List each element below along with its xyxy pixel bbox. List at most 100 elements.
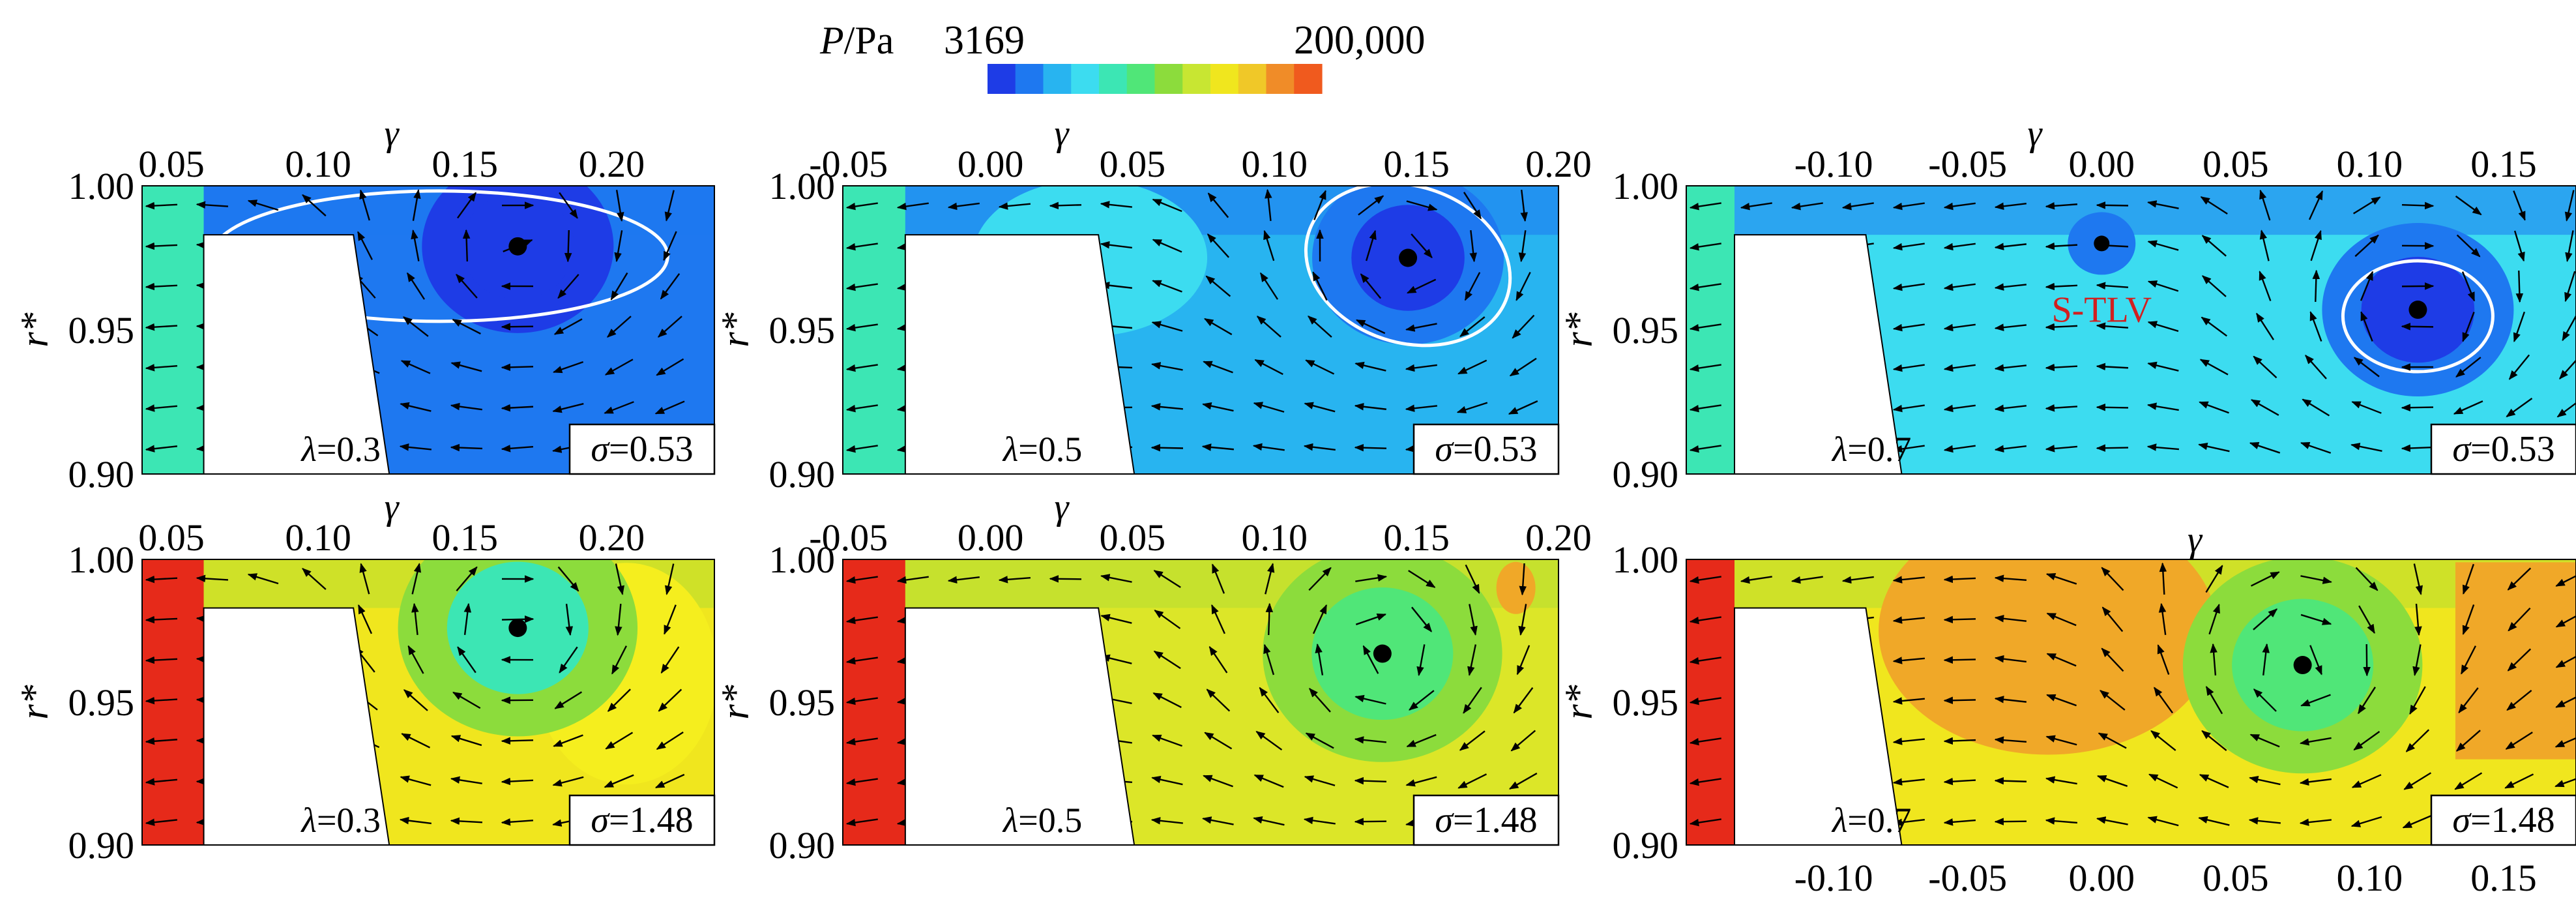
y-axis-label: r* — [13, 685, 56, 719]
velocity-arrow — [2045, 282, 2078, 291]
vortex-core — [2293, 656, 2312, 675]
velocity-arrow — [1943, 818, 1976, 826]
velocity-arrow — [2299, 778, 2332, 786]
velocity-arrow — [2453, 400, 2483, 415]
velocity-arrow — [2351, 774, 2382, 788]
velocity-arrow — [998, 778, 1031, 786]
velocity-arrow — [2250, 399, 2279, 416]
x-tick-label: 0.10 — [2337, 143, 2403, 185]
velocity-arrow — [247, 240, 279, 252]
velocity-arrow — [1791, 697, 1823, 705]
velocity-arrow — [2100, 690, 2126, 711]
velocity-arrow — [1150, 444, 1184, 452]
y-tick-label: 0.95 — [68, 309, 135, 351]
velocity-arrow — [2045, 735, 2077, 746]
velocity-arrow — [998, 404, 1031, 412]
colorbar-step — [1210, 64, 1239, 94]
tip-gap-band — [1734, 186, 2576, 235]
velocity-arrow — [1263, 644, 1275, 675]
velocity-arrow — [660, 646, 680, 674]
velocity-arrow — [2413, 563, 2423, 595]
velocity-arrow — [145, 737, 178, 745]
velocity-arrow — [1304, 402, 1336, 413]
velocity-arrow — [1265, 602, 1274, 636]
y-tick-label: 0.95 — [769, 681, 836, 724]
colorbar-step — [1126, 64, 1156, 94]
velocity-arrow — [1520, 190, 1528, 222]
x-tick-label: -0.05 — [1928, 857, 2007, 899]
velocity-arrow — [2554, 775, 2576, 788]
velocity-arrow — [247, 695, 279, 705]
velocity-arrow — [145, 282, 178, 291]
velocity-arrow — [845, 657, 878, 665]
velocity-arrow — [2455, 357, 2481, 378]
velocity-arrow — [1740, 445, 1772, 453]
velocity-arrow — [2253, 355, 2277, 379]
velocity-arrow — [605, 732, 634, 750]
velocity-arrow — [845, 404, 878, 413]
velocity-arrow — [552, 776, 584, 787]
velocity-arrow — [1354, 777, 1387, 785]
velocity-arrow — [1740, 243, 1772, 251]
velocity-arrow — [501, 737, 534, 745]
x-tick-label: 0.05 — [2203, 857, 2269, 899]
y-tick-label: 1.00 — [769, 165, 836, 207]
velocity-arrow — [2101, 606, 2124, 632]
velocity-arrow — [1203, 775, 1233, 788]
contour-panel: 1.00 0.95 0.90 r* -0.05 0.00 0.05 0.10 0.15 0.20 γ… — [714, 487, 1592, 866]
velocity-arrow — [407, 645, 424, 674]
velocity-arrow — [1259, 687, 1280, 713]
velocity-arrow — [1255, 730, 1283, 751]
velocity-arrow — [553, 318, 583, 335]
velocity-arrow — [2401, 282, 2435, 290]
velocity-arrow — [297, 402, 330, 411]
y-axis-label: r* — [714, 312, 757, 347]
velocity-arrow — [845, 737, 878, 746]
velocity-arrow — [501, 363, 534, 372]
x-tick-label: 0.05 — [138, 143, 205, 185]
velocity-arrow — [614, 230, 623, 263]
velocity-arrow — [2507, 567, 2532, 591]
x-tick-label: 0.15 — [432, 516, 499, 559]
velocity-arrow — [1360, 273, 1382, 299]
velocity-arrow — [2249, 442, 2281, 454]
velocity-arrow — [145, 696, 178, 705]
velocity-arrow — [1465, 564, 1480, 594]
velocity-arrow — [1151, 775, 1183, 786]
velocity-arrow — [1253, 402, 1285, 413]
velocity-arrow — [145, 404, 178, 412]
velocity-arrow — [845, 323, 878, 332]
velocity-arrow — [1303, 816, 1336, 825]
velocity-arrow — [947, 404, 980, 413]
pressure-region — [1879, 559, 2218, 755]
velocity-arrow — [557, 274, 579, 299]
colorbar-min-label: 3169 — [944, 18, 1025, 63]
velocity-arrow — [2504, 773, 2534, 789]
velocity-arrow — [2312, 269, 2320, 303]
velocity-arrow — [1791, 364, 1823, 372]
velocity-arrow — [1406, 200, 1438, 211]
velocity-arrow — [1256, 316, 1281, 338]
velocity-arrow — [2555, 571, 2576, 587]
velocity-arrow — [553, 734, 583, 747]
velocity-arrow — [357, 604, 373, 634]
velocity-arrow — [845, 778, 878, 786]
velocity-arrow — [1049, 242, 1082, 250]
velocity-arrow — [1150, 403, 1184, 411]
annotation-label: S-TLV — [2052, 289, 2152, 330]
velocity-arrow — [1354, 736, 1387, 744]
velocity-arrow — [2353, 357, 2380, 378]
velocity-arrow — [1841, 364, 1874, 372]
velocity-arrow — [947, 818, 980, 827]
colorbar-step — [1071, 64, 1100, 94]
velocity-arrow — [1892, 576, 1925, 584]
velocity-arrow — [1892, 737, 1925, 745]
velocity-arrow — [2096, 282, 2129, 289]
velocity-arrow — [2401, 201, 2435, 210]
velocity-arrow — [1151, 321, 1183, 332]
velocity-arrow — [1892, 243, 1925, 251]
velocity-arrow — [947, 283, 980, 291]
velocity-arrow — [2096, 322, 2129, 330]
velocity-arrow — [1152, 198, 1182, 213]
velocity-arrow — [2096, 363, 2129, 371]
